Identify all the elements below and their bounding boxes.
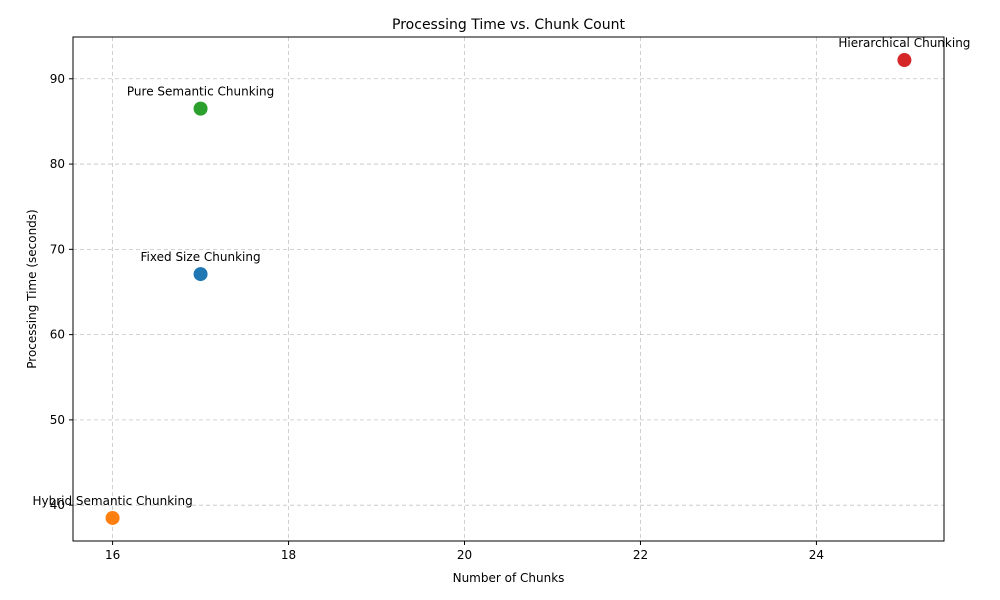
x-tick-label: 16 bbox=[105, 548, 120, 562]
y-tick-label: 50 bbox=[50, 413, 65, 427]
chart-title: Processing Time vs. Chunk Count bbox=[392, 17, 625, 33]
y-tick-label: 60 bbox=[50, 328, 65, 342]
y-axis-label: Processing Time (seconds) bbox=[25, 209, 39, 369]
x-tick-label: 18 bbox=[281, 548, 296, 562]
x-tick-label: 20 bbox=[457, 548, 472, 562]
plot-frame bbox=[72, 36, 945, 542]
y-tick-label: 80 bbox=[50, 157, 65, 171]
data-point bbox=[897, 53, 912, 68]
point-label: Fixed Size Chunking bbox=[141, 250, 261, 264]
data-point bbox=[193, 267, 208, 282]
axis-ticks: 16 18 20 22 24 40 50 60 70 80 90 bbox=[50, 72, 824, 562]
data-points bbox=[105, 53, 912, 525]
data-point bbox=[193, 101, 208, 116]
point-label: Pure Semantic Chunking bbox=[127, 85, 274, 99]
point-annotations: Fixed Size Chunking Hybrid Semantic Chunk… bbox=[32, 36, 970, 508]
y-tick-label: 40 bbox=[50, 498, 65, 512]
x-tick-label: 22 bbox=[633, 548, 648, 562]
x-axis-label: Number of Chunks bbox=[453, 571, 565, 585]
point-label: Hybrid Semantic Chunking bbox=[32, 494, 192, 508]
grid-lines bbox=[73, 37, 944, 541]
data-point bbox=[105, 510, 120, 525]
y-tick-label: 90 bbox=[50, 72, 65, 86]
x-tick-label: 24 bbox=[809, 548, 824, 562]
point-label: Hierarchical Chunking bbox=[838, 36, 970, 50]
y-tick-label: 70 bbox=[50, 242, 65, 256]
